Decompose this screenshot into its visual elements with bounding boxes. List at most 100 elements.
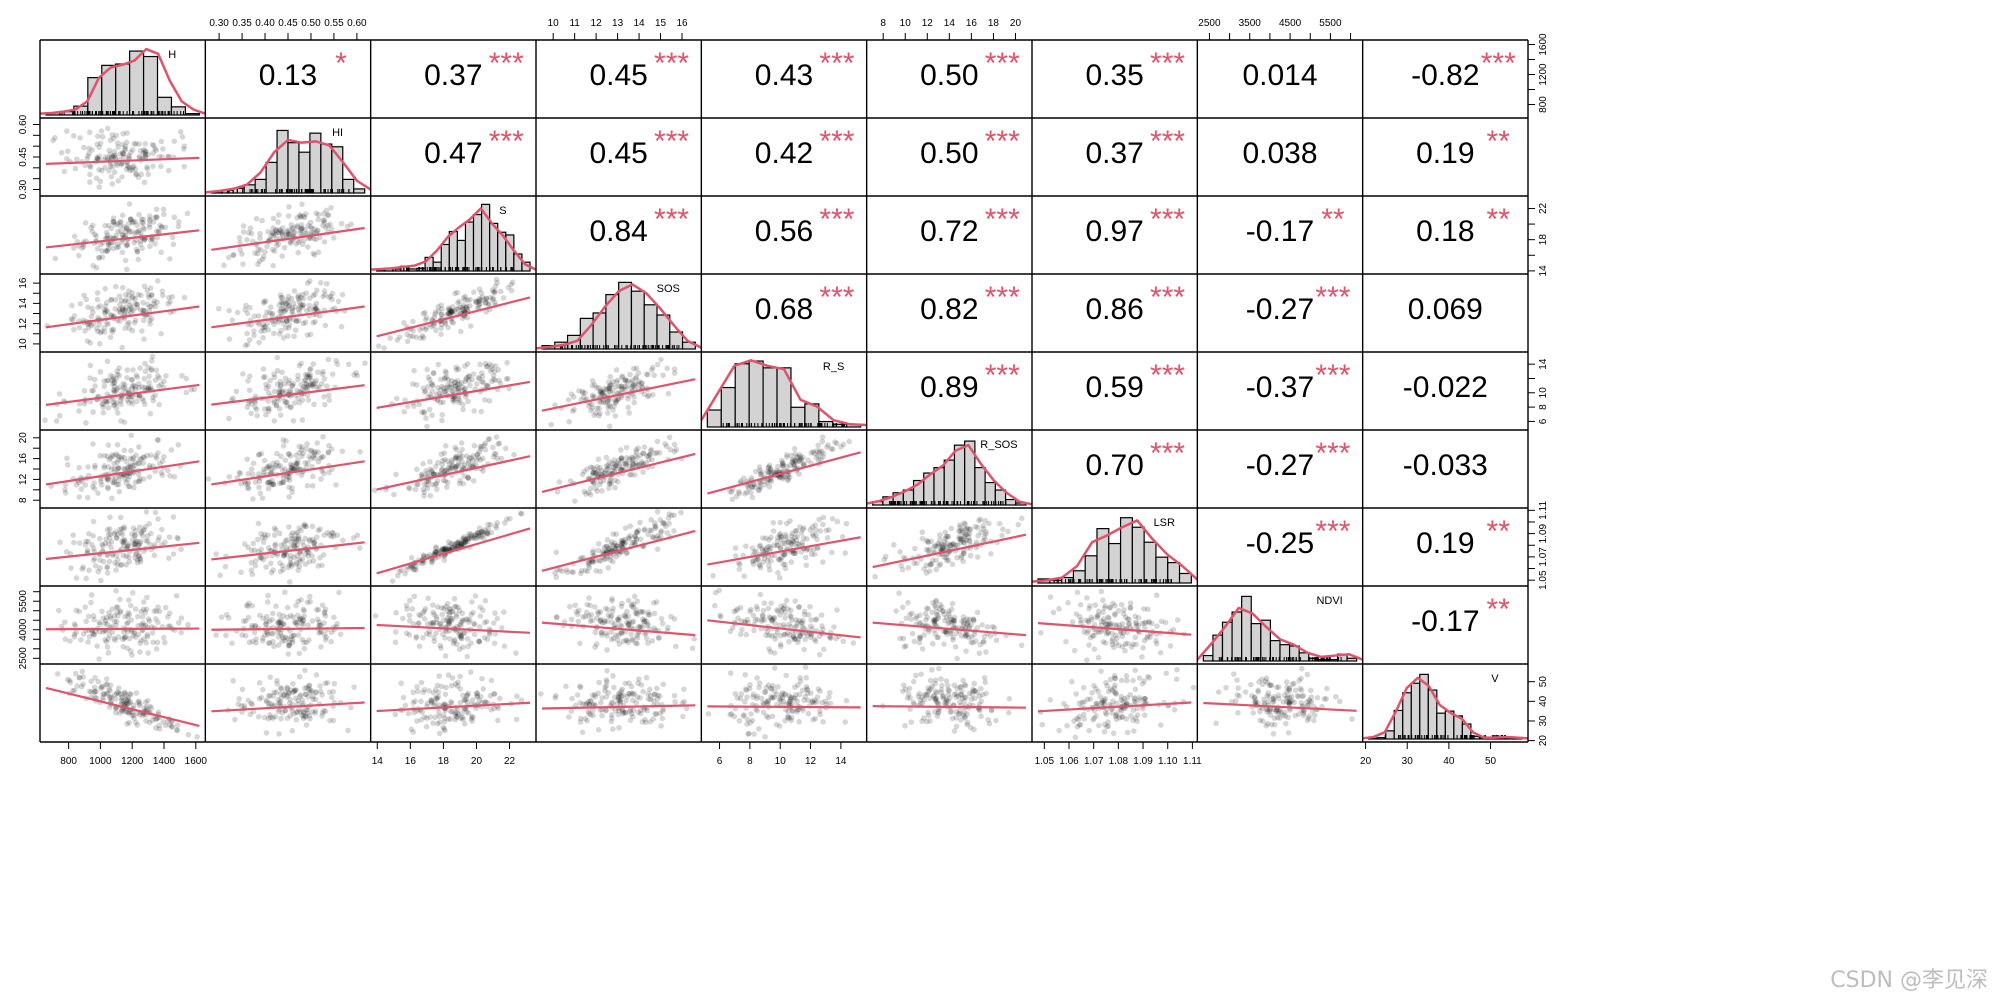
scatter-panel — [211, 354, 368, 424]
significance-stars: *** — [654, 125, 689, 158]
correlation-value: 0.43 — [755, 59, 813, 92]
axis-top: 0.30 0.35 0.40 0.45 0.50 0.55 0.60 — [209, 18, 367, 40]
scatter-panel — [538, 668, 696, 736]
axis-bottom: 1.05 1.06 1.07 1.08 1.09 1.10 1.11 — [1035, 742, 1202, 767]
correlation-cell: 0.70 *** — [1085, 437, 1185, 482]
correlation-value: -0.27 — [1246, 449, 1314, 482]
correlation-value: 0.37 — [1085, 137, 1143, 170]
scatter-panel — [211, 201, 365, 269]
variable-label: H — [168, 49, 176, 61]
significance-stars: *** — [1150, 203, 1185, 236]
scatter-panel — [376, 510, 531, 584]
correlation-cell: 0.35 *** — [1085, 47, 1185, 92]
variable-label: R_S — [823, 361, 844, 373]
correlation-value: 0.72 — [920, 215, 978, 248]
variable-label: HI — [332, 127, 343, 139]
correlation-value: -0.17 — [1411, 605, 1479, 638]
correlation-cell: -0.17 ** — [1411, 593, 1510, 638]
correlation-cell: -0.37 *** — [1246, 359, 1351, 404]
scatter-panel — [375, 276, 531, 351]
correlation-cell: 0.014 — [1242, 59, 1317, 92]
correlation-value: -0.022 — [1403, 371, 1488, 404]
histogram-v: V — [1362, 673, 1529, 740]
significance-stars: *** — [819, 125, 854, 158]
correlation-cell: -0.27 *** — [1246, 281, 1351, 326]
correlation-cell: -0.82 *** — [1411, 47, 1516, 92]
correlation-value: 0.56 — [755, 215, 813, 248]
correlation-value: 0.47 — [424, 137, 482, 170]
correlation-cell: 0.56 *** — [755, 203, 855, 248]
scatter-panel — [541, 356, 696, 430]
scatter-panel — [45, 432, 200, 502]
histogram-s: S — [370, 203, 537, 272]
correlation-value: 0.014 — [1242, 59, 1317, 92]
correlation-cell: 0.84 *** — [589, 203, 689, 248]
scatter-panel — [211, 520, 365, 585]
scatter-panel — [541, 434, 696, 504]
variable-label: S — [499, 205, 506, 217]
watermark-text: CSDN @李见深 — [1830, 968, 1988, 993]
histogram-lsr: LSR — [1031, 517, 1199, 584]
correlation-cell: 0.82 *** — [920, 281, 1020, 326]
significance-stars: ** — [1487, 125, 1511, 158]
significance-stars: ** — [1487, 593, 1511, 626]
scatter-panel — [541, 508, 696, 581]
significance-stars: ** — [1487, 203, 1511, 236]
correlation-cell: 0.13 * — [259, 47, 347, 92]
correlation-value: 0.069 — [1408, 293, 1483, 326]
significance-stars: *** — [985, 281, 1020, 314]
correlation-value: 0.89 — [920, 371, 978, 404]
scatter-panel — [707, 587, 861, 658]
scatter-panel — [45, 509, 200, 584]
significance-stars: *** — [1315, 281, 1350, 314]
significance-stars: *** — [489, 47, 524, 80]
scatter-panel — [211, 667, 365, 737]
correlation-cell: -0.27 *** — [1246, 437, 1351, 482]
correlation-cell: 0.50 *** — [920, 125, 1020, 170]
correlation-value: 0.50 — [920, 137, 978, 170]
scatter-panel — [45, 588, 200, 662]
correlation-value: 0.68 — [755, 293, 813, 326]
histogram-h: H — [39, 47, 206, 116]
significance-stars: *** — [819, 203, 854, 236]
correlation-value: 0.35 — [1085, 59, 1143, 92]
histogram-r_sos: R_SOS — [866, 439, 1033, 506]
significance-stars: *** — [1315, 515, 1350, 548]
scatter-panel — [1203, 665, 1357, 737]
scatter-panel — [376, 669, 531, 737]
significance-stars: *** — [1150, 359, 1185, 392]
scatter-panel — [872, 590, 1027, 662]
histogram-r_s: R_S — [700, 359, 867, 428]
correlation-value: 0.86 — [1085, 293, 1143, 326]
correlation-cell: 0.19 ** — [1416, 125, 1510, 170]
correlation-cell: -0.17 ** — [1246, 203, 1345, 248]
significance-stars: *** — [1150, 125, 1185, 158]
axis-top: 8 10 12 14 16 18 20 — [880, 18, 1021, 40]
variable-label: SOS — [657, 283, 680, 295]
correlation-cell: 0.37 *** — [424, 47, 524, 92]
correlation-cell: 0.45 *** — [589, 125, 689, 170]
variable-label: NDVI — [1316, 595, 1342, 607]
significance-stars: *** — [1315, 359, 1350, 392]
significance-stars: *** — [1150, 47, 1185, 80]
axis-bottom: 6 8 10 12 14 — [717, 742, 847, 767]
significance-stars: *** — [489, 125, 524, 158]
significance-stars: *** — [654, 47, 689, 80]
correlation-value: 0.59 — [1085, 371, 1143, 404]
scatter-panel — [372, 593, 531, 660]
variable-label: R_SOS — [980, 439, 1017, 451]
histogram-hi: HI — [205, 127, 372, 194]
scatter-panel — [211, 278, 365, 349]
correlation-cell: 0.97 *** — [1085, 203, 1185, 248]
correlation-cell: 0.50 *** — [920, 47, 1020, 92]
correlation-value: 0.45 — [589, 59, 647, 92]
correlation-cell: 0.45 *** — [589, 47, 689, 92]
axis-bottom: 20 30 40 50 — [1360, 742, 1497, 767]
correlation-cell: 0.37 *** — [1085, 125, 1185, 170]
correlation-value: 0.84 — [589, 215, 647, 248]
axis-bottom: 14 16 18 20 22 — [372, 742, 516, 767]
correlation-value: 0.45 — [589, 137, 647, 170]
